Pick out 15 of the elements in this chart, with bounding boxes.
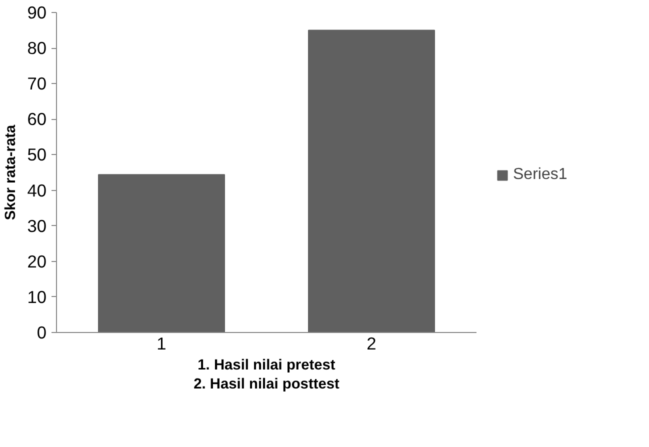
y-tick-label: 80 [27,38,47,58]
y-tick-label: 20 [27,251,47,272]
y-tick-label: 50 [27,144,47,165]
y-tick-label: 10 [27,286,47,307]
x-tick-label: 1 [156,334,166,354]
y-tick-label: 90 [27,2,47,22]
y-tick-label: 60 [27,109,47,130]
y-tick-label: 30 [27,216,47,236]
x-axis-title: 1. Hasil nilai pretest 2. Hasil nilai posttest [194,358,340,393]
x-tick-label: 2 [366,334,376,354]
y-tick-label: 40 [27,180,47,200]
y-tick-label: 0 [36,322,47,342]
y-tick-label: 70 [27,74,47,94]
legend-label: Series1 [513,166,568,184]
y-axis-title: Skor rata-rata [3,124,20,220]
